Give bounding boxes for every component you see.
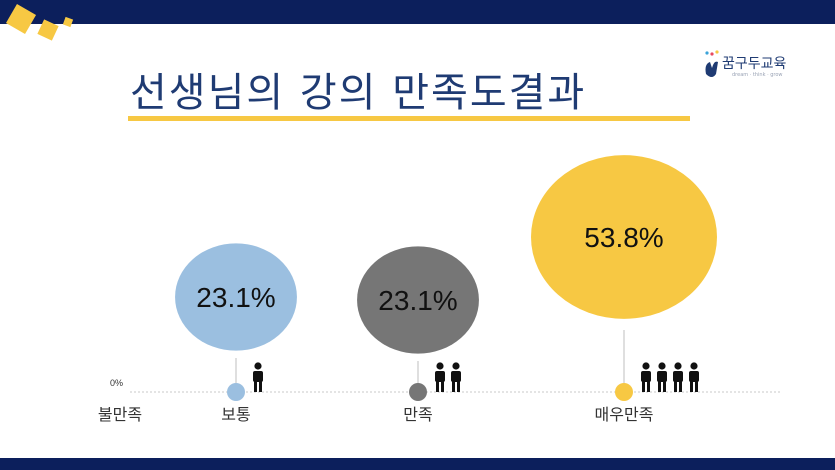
person-icon-3-0 (641, 362, 651, 392)
person-icon-2-1 (451, 362, 461, 392)
person-icon-1-0 (253, 362, 263, 392)
person-icon-3-1 (657, 362, 667, 392)
baseline-dot-3 (615, 383, 633, 401)
logo-tagline: dream · think · grow (732, 72, 783, 78)
page-title: 선생님의 강의 만족도결과 (130, 70, 587, 116)
title-underline (128, 116, 690, 121)
category-label-2: 만족 (403, 405, 432, 424)
value-label-3: 53.8% (584, 222, 663, 253)
category-label-1: 보통 (221, 405, 250, 424)
baseline-dot-2 (409, 383, 427, 401)
bubble-2 (357, 246, 479, 354)
bubble-3 (531, 155, 717, 319)
baseline-dot-1 (227, 383, 245, 401)
logo-text: 꿈구두교육 (722, 56, 787, 72)
footer-bar (0, 458, 835, 470)
bubble-1 (175, 243, 297, 351)
value-label-1: 23.1% (196, 282, 275, 313)
logo-icon (705, 50, 719, 77)
category-label-0: 불만족 (98, 405, 142, 424)
value-label-2: 23.1% (378, 285, 457, 316)
category-label-3: 매우만족 (595, 405, 654, 424)
baseline-tick-label: 0% (110, 378, 123, 388)
header-bar (0, 0, 835, 24)
person-icon-3-3 (689, 362, 699, 392)
person-icon-3-2 (673, 362, 683, 392)
person-icon-2-0 (435, 362, 445, 392)
